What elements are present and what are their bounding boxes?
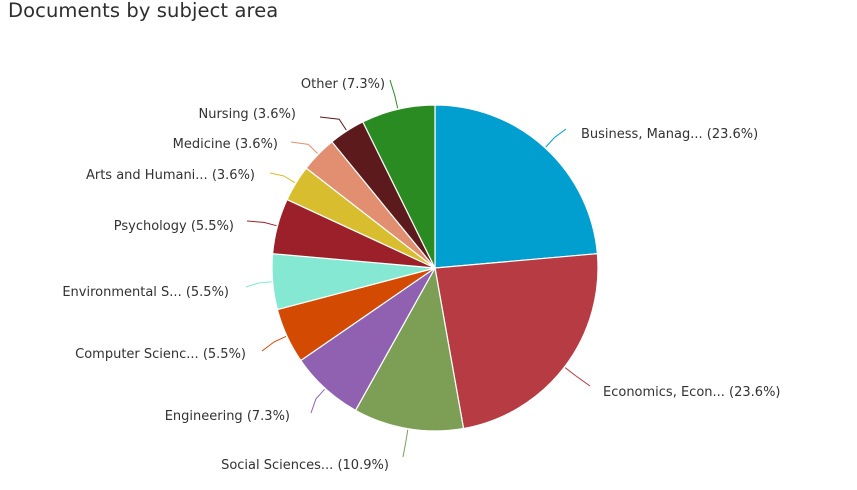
slice-label-social-sciences: Social Sciences... (10.9%) [221, 458, 389, 473]
slice-label-nursing: Nursing (3.6%) [199, 107, 297, 122]
slice-label-arts-and-humani: Arts and Humani... (3.6%) [86, 168, 255, 183]
pie-slice-social-sciences[interactable] [354, 266, 465, 432]
pie-slice-business-manag[interactable] [434, 104, 599, 269]
leader-line-social-sciences [402, 429, 409, 458]
slice-label-business-manag: Business, Manag... (23.6%) [581, 127, 758, 142]
pie-slice-economics-econ[interactable] [434, 253, 599, 430]
slice-label-medicine: Medicine (3.6%) [173, 137, 278, 152]
slice-label-engineering: Engineering (7.3%) [165, 409, 290, 424]
leader-line-other [389, 79, 399, 109]
slice-label-economics-econ: Economics, Econ... (23.6%) [603, 385, 781, 400]
leader-line-environmental-s [245, 281, 272, 288]
slice-label-psychology: Psychology (5.5%) [114, 219, 234, 234]
pie-slice-other[interactable] [362, 104, 436, 269]
slice-label-computer-scienc: Computer Scienc... (5.5%) [75, 347, 246, 362]
leader-line-psychology [246, 220, 277, 227]
chart-title: Documents by subject area [8, 0, 279, 22]
slice-label-environmental-s: Environmental S... (5.5%) [62, 285, 229, 300]
leader-line-arts-and-humani [269, 172, 296, 184]
leader-line-medicine [290, 141, 318, 154]
leader-line-economics-econ [564, 367, 591, 387]
leader-line-business-manag [545, 128, 567, 148]
slice-label-other: Other (7.3%) [301, 77, 385, 92]
leader-line-computer-scienc [261, 335, 287, 352]
leader-line-engineering [310, 388, 325, 414]
leader-line-nursing [319, 116, 347, 131]
